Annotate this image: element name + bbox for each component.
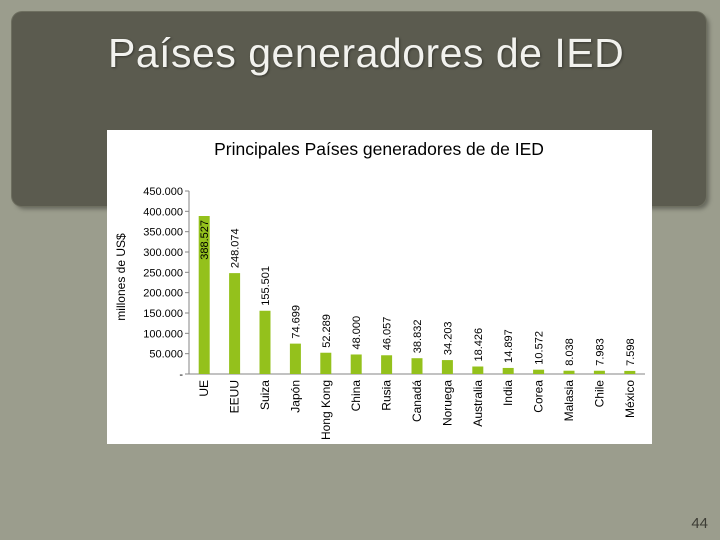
y-tick-label: 350.000: [143, 227, 183, 239]
y-axis-label: millones de US$: [114, 233, 128, 321]
data-label: 46.057: [382, 317, 394, 351]
x-tick-label: China: [349, 380, 363, 412]
bar: [563, 370, 575, 374]
x-tick-label: Hong Kong: [319, 380, 333, 440]
y-tick-label: 100.000: [143, 328, 183, 340]
data-label: 8.038: [564, 338, 576, 366]
y-tick-label: 150.000: [143, 308, 183, 320]
x-tick-label: India: [501, 380, 515, 406]
bar: [289, 343, 301, 374]
x-tick-label: Noruega: [440, 380, 454, 426]
bar: [441, 360, 453, 374]
data-label: 7.598: [625, 338, 637, 366]
bar: [350, 354, 362, 374]
bar: [198, 215, 210, 374]
x-tick-label: UE: [197, 380, 211, 397]
data-label: 74.699: [290, 305, 302, 339]
bar: [502, 367, 514, 374]
y-tick-label: 50.000: [149, 349, 183, 361]
bar: [593, 370, 605, 374]
x-tick-label: Corea: [532, 380, 546, 413]
bar: [320, 352, 332, 374]
slide-title: Países generadores de IED: [108, 30, 625, 76]
x-tick-label: Suiza: [258, 380, 272, 410]
y-tick-label: 400.000: [143, 206, 183, 218]
y-tick-label: 200.000: [143, 288, 183, 300]
bar: [229, 273, 241, 374]
data-label: 52.289: [321, 314, 333, 348]
data-label: 18.426: [473, 328, 485, 362]
data-label: 155.501: [260, 266, 272, 306]
bar: [411, 358, 423, 374]
data-label: 14.897: [503, 329, 515, 363]
x-tick-label: EEUU: [228, 380, 242, 413]
chart-title: Principales Países generadores de de IED: [214, 139, 544, 159]
data-label: 388.527: [199, 220, 211, 260]
data-label: 38.832: [412, 320, 424, 354]
x-tick-label: México: [623, 380, 637, 418]
y-tick-label: 300.000: [143, 247, 183, 259]
data-label: 7.983: [594, 338, 606, 366]
y-tick-label: 450.000: [143, 186, 183, 198]
bar-chart: Principales Países generadores de de IED…: [114, 139, 645, 440]
bar: [259, 310, 271, 374]
x-tick-label: Rusia: [380, 380, 394, 411]
data-label: 10.572: [534, 331, 546, 365]
y-tick-label: 250.000: [143, 267, 183, 279]
bar: [624, 370, 636, 374]
data-label: 34.203: [442, 321, 454, 355]
page-number: 44: [691, 515, 708, 532]
bar: [533, 369, 545, 374]
data-label: 248.074: [230, 228, 242, 268]
x-tick-label: Canadá: [410, 380, 424, 422]
y-tick-label: -: [179, 369, 183, 381]
chart-container: Principales Países generadores de de IED…: [107, 130, 652, 444]
bar: [381, 355, 393, 374]
x-tick-label: Japón: [288, 380, 302, 413]
x-tick-label: Chile: [592, 380, 606, 408]
bar: [472, 366, 484, 374]
x-tick-label: Australia: [471, 380, 485, 427]
data-label: 48.000: [351, 316, 363, 350]
x-tick-label: Malasia: [562, 380, 576, 422]
